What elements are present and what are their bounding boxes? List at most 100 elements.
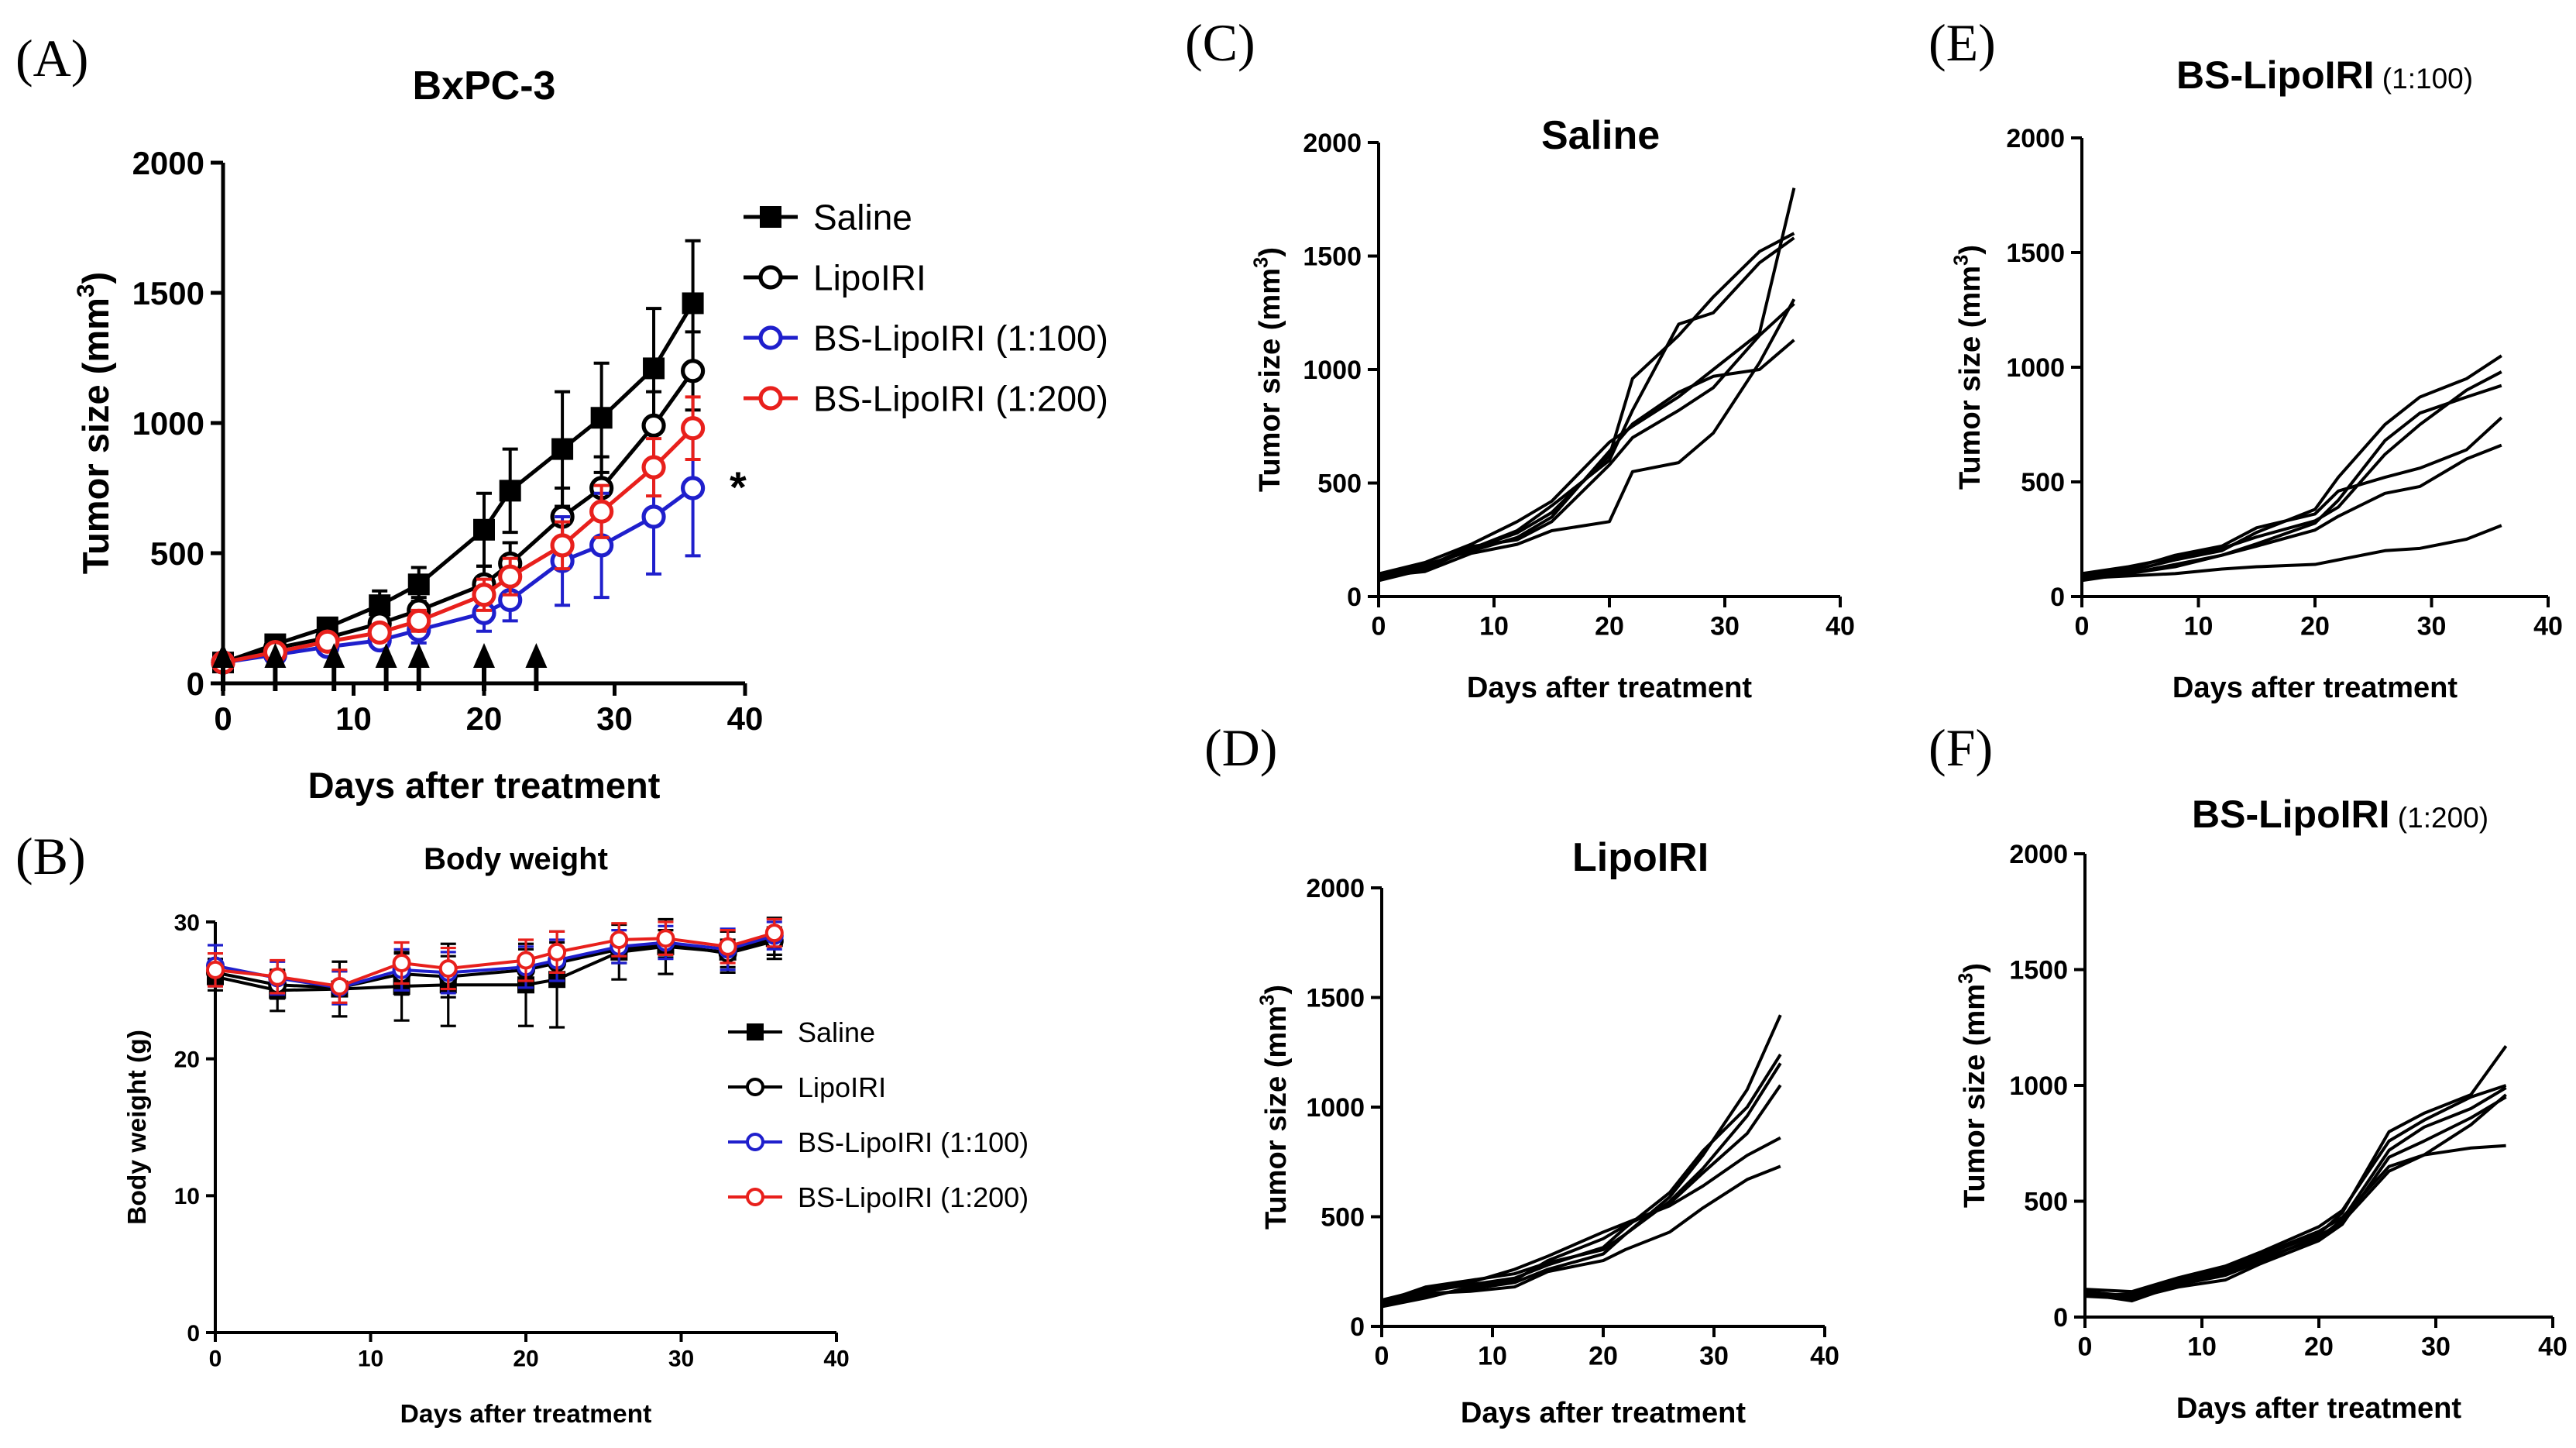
x-tick-label: 0 xyxy=(214,700,232,737)
data-point xyxy=(407,608,431,633)
x-tick-label: 0 xyxy=(209,1347,222,1372)
series-bs-lipoiri-1-100- xyxy=(211,418,706,675)
individual-growth-line xyxy=(2084,1086,2507,1303)
y-tick-label: 1500 xyxy=(2009,956,2068,985)
data-point xyxy=(407,573,430,596)
panel-b-body-weight-chart: 0 10 20 30 0 10 20 30 40 Days after treatment Body… xyxy=(123,842,1029,1429)
legend-label: BS-LipoIRI (1:100) xyxy=(798,1126,1029,1158)
x-tick-label: 30 xyxy=(2421,1333,2451,1362)
data-point xyxy=(473,518,495,541)
panel-label-c: (C) xyxy=(1185,13,1255,72)
individual-growth-line xyxy=(2081,416,2503,578)
chart-title: BS-LipoIRI (1:200) xyxy=(2192,793,2488,836)
x-tick-label: 20 xyxy=(466,700,503,737)
y-tick-label: 10 xyxy=(174,1184,200,1209)
y-tick-label: 1000 xyxy=(2009,1071,2068,1101)
data-point xyxy=(610,930,629,949)
treatment-arrow-head xyxy=(407,643,430,668)
individual-growth-line xyxy=(2081,354,2502,578)
treatment-arrow-head xyxy=(323,643,345,668)
panel-d-lipoiri-chart: 0 500 1000 1500 2000 0 10 20 30 40 Days after trea… xyxy=(1257,835,1839,1429)
individual-growth-line xyxy=(1378,339,1795,578)
data-point xyxy=(392,954,411,972)
x-tick-label: 0 xyxy=(2078,1333,2093,1362)
legend-marker xyxy=(746,1078,764,1096)
y-axis-label: Tumor size (mm3) xyxy=(1251,247,1286,492)
data-point xyxy=(641,504,666,529)
legend-label: LipoIRI xyxy=(798,1071,886,1103)
x-tick-label: 0 xyxy=(2075,612,2090,641)
data-point xyxy=(589,499,614,524)
x-axis-label: Days after treatment xyxy=(1461,1397,1747,1429)
panel-label-a: (A) xyxy=(15,29,88,88)
panel-a-tumor-growth-chart: 0 500 1000 1500 2000 0 10 20 30 40 Days after trea… xyxy=(71,64,1108,806)
x-tick-label: 20 xyxy=(2304,1333,2334,1362)
treatment-arrow-head xyxy=(473,643,495,668)
panel-e-bs-lipoiri-100-chart: 0 500 1000 1500 2000 0 10 20 30 40 Days after trea… xyxy=(1951,53,2563,704)
y-tick-label: 0 xyxy=(1347,583,1362,612)
y-tick-label: 0 xyxy=(2053,1303,2068,1333)
y-tick-label: 2000 xyxy=(2009,840,2068,869)
x-tick-label: 40 xyxy=(1810,1342,1839,1371)
y-tick-label: 500 xyxy=(2024,1188,2068,1217)
x-axis-label: Days after treatment xyxy=(308,765,661,806)
significance-asterisk: * xyxy=(730,463,747,511)
y-axis-label: Tumor size (mm3) xyxy=(1951,245,1987,490)
series-line xyxy=(222,302,695,665)
data-point xyxy=(590,407,613,429)
individual-growth-line xyxy=(1381,1054,1782,1304)
individual-growth-line xyxy=(1381,1136,1781,1302)
series-line xyxy=(215,931,775,989)
data-point xyxy=(680,476,706,500)
x-tick-label: 40 xyxy=(727,700,764,737)
x-tick-label: 20 xyxy=(513,1347,538,1372)
y-tick-label: 0 xyxy=(1350,1312,1365,1342)
individual-growth-line xyxy=(2084,1084,2507,1294)
x-tick-label: 40 xyxy=(1826,612,1855,641)
y-tick-label: 2000 xyxy=(2006,124,2065,153)
data-point xyxy=(680,359,706,383)
chart-title: BxPC-3 xyxy=(413,64,556,108)
y-axis-label: Tumor size (mm3) xyxy=(1956,963,1991,1208)
individual-growth-line xyxy=(2081,524,2502,580)
y-tick-label: 1500 xyxy=(2006,239,2065,268)
individual-growth-line xyxy=(1378,298,1796,578)
y-tick-label: 0 xyxy=(2050,583,2065,612)
individual-growth-line xyxy=(2081,383,2502,580)
y-tick-label: 0 xyxy=(187,1321,200,1347)
treatment-arrow-head xyxy=(375,643,397,668)
data-point xyxy=(550,533,575,558)
data-point xyxy=(718,937,737,956)
y-tick-label: 1000 xyxy=(132,405,204,442)
y-tick-label: 1000 xyxy=(1306,1093,1365,1123)
y-tick-label: 1500 xyxy=(132,275,204,311)
chart-title: LipoIRI xyxy=(1572,835,1709,880)
y-tick-label: 1500 xyxy=(1306,984,1365,1013)
x-axis-label: Days after treatment xyxy=(1467,672,1753,704)
legend-item: Saline xyxy=(744,198,912,238)
data-point xyxy=(330,977,349,996)
legend-item: LipoIRI xyxy=(728,1071,886,1103)
data-point xyxy=(548,942,567,961)
y-tick-label: 2000 xyxy=(132,145,204,181)
legend-marker xyxy=(758,386,783,411)
data-point xyxy=(517,951,535,970)
legend-item: BS-LipoIRI (1:100) xyxy=(744,318,1108,359)
treatment-arrow-head xyxy=(212,643,234,668)
y-tick-label: 1000 xyxy=(2006,353,2065,383)
data-point xyxy=(438,959,458,979)
x-tick-label: 20 xyxy=(1595,612,1624,641)
x-tick-label: 30 xyxy=(1699,1342,1729,1371)
x-tick-label: 30 xyxy=(668,1347,694,1372)
treatment-arrow-head xyxy=(525,643,548,668)
individual-growth-line xyxy=(2084,1144,2506,1298)
x-tick-label: 30 xyxy=(2417,612,2447,641)
y-tick-label: 500 xyxy=(2021,468,2065,497)
x-tick-label: 30 xyxy=(596,700,633,737)
individual-growth-line xyxy=(1381,1164,1781,1306)
legend-label: LipoIRI xyxy=(813,258,926,298)
y-tick-label: 1500 xyxy=(1303,242,1362,272)
treatment-arrow-head xyxy=(264,643,287,668)
legend-item: BS-LipoIRI (1:100) xyxy=(728,1126,1029,1158)
series-lipoiri xyxy=(206,926,784,1006)
